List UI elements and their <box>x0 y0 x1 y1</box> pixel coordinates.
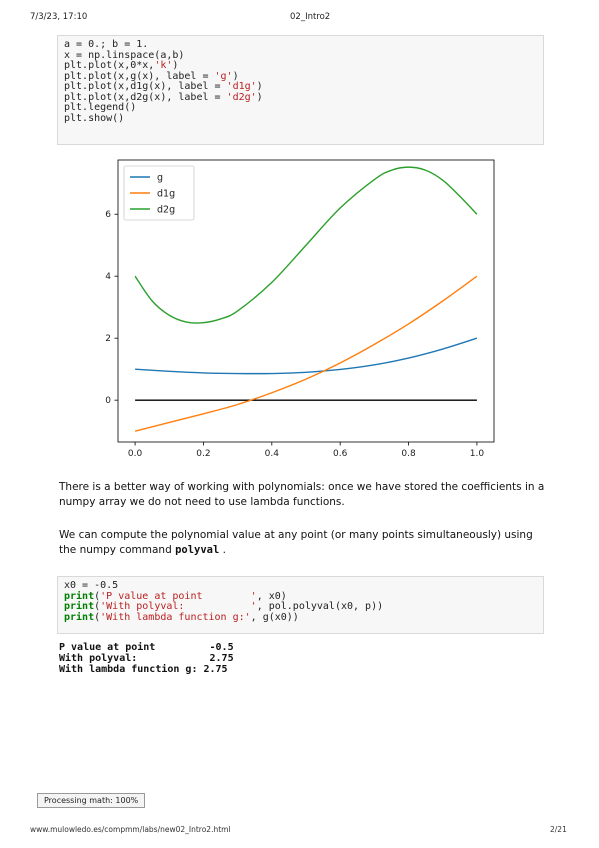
mathjax-status: Processing math: 100% <box>37 793 146 808</box>
code-token: ( <box>94 590 101 602</box>
plot-frame <box>117 159 495 443</box>
legend-box <box>123 165 195 221</box>
code-token: print <box>64 590 95 602</box>
code-cell-plot[interactable]: a = 0.; b = 1. x = np.linspace(a,b) plt.pl… <box>57 35 544 145</box>
code-token: 'd2g' <box>226 91 257 103</box>
output-line: With polyval: 2.75 <box>59 653 234 664</box>
code-token: plt.legend() <box>64 102 137 113</box>
code-token: 'g' <box>214 70 233 82</box>
output-line: With lambda function g: 2.75 <box>59 664 228 675</box>
print-title: 02_Intro2 <box>290 12 331 22</box>
cell1-line: plt.show() <box>64 112 537 125</box>
polyval-code: polyval <box>175 544 220 556</box>
cell1-line: plt.plot(x,d2g(x), label = 'd2g') <box>64 91 537 104</box>
paragraph-polyval: We can compute the polynomial value at a… <box>59 528 549 558</box>
y-tick-label: 0 <box>105 396 111 406</box>
cell1-line: x = np.linspace(a,b) <box>64 49 537 62</box>
x-tick-label: 0.0 <box>128 449 143 459</box>
x-tick-label: 0.2 <box>196 449 210 459</box>
code-token: print <box>64 611 95 623</box>
cell1-line: plt.legend() <box>64 102 537 114</box>
code-token: , pol.polyval(x0, p)) <box>256 601 384 612</box>
code-token: ( <box>94 611 101 623</box>
cell2-line: x0 = -0.5 <box>64 580 537 592</box>
legend-label-d2g: d2g <box>157 205 175 216</box>
x-tick-label: 0.4 <box>265 449 280 459</box>
code-token: ) <box>232 70 239 82</box>
cell1-line: a = 0.; b = 1. <box>64 39 537 51</box>
code-token: 'With polyval: ' <box>100 601 257 612</box>
series-line-g <box>135 337 478 375</box>
cell-output: P value at point -0.5 With polyval: 2.75 W… <box>59 642 234 675</box>
code-token: ) <box>256 81 263 92</box>
line-chart: 0.0 0.2 0.4 0.6 0.8 1.0 0 2 4 6 g d1g d2g <box>105 159 495 459</box>
footer-page-number: 2/21 <box>550 825 567 834</box>
code-token: 'd1g' <box>226 81 257 92</box>
cell2-line: print('P value at point ', x0) <box>64 590 537 603</box>
legend-label-d1g: d1g <box>157 189 175 200</box>
code-token: ) <box>172 60 179 71</box>
code-token: plt.plot(x,d2g(x), label = <box>64 91 227 103</box>
code-token: x = np.linspace(a,b) <box>64 49 185 61</box>
code-token: plt.plot(x,d1g(x), label = <box>64 81 227 92</box>
code-cell-polyval[interactable]: x0 = -0.5 print('P value at point ', x0) p… <box>57 576 544 634</box>
y-tick-label: 4 <box>105 272 111 282</box>
series-line-d2g <box>134 166 478 324</box>
footer-url[interactable]: www.mulowledo.es/compmm/labs/new02_Intro… <box>30 825 231 834</box>
cell1-line: plt.plot(x,0*x,'k') <box>64 60 537 72</box>
code-token: x0 = -0.5 <box>64 580 119 591</box>
series-line-d1g <box>134 275 478 432</box>
code-token: print <box>64 601 95 612</box>
code-token: plt.plot(x,0*x, <box>64 60 155 71</box>
paragraph-polyval-end: . <box>219 544 227 556</box>
code-token: plt.show() <box>64 112 125 124</box>
print-timestamp: 7/3/23, 17:10 <box>30 12 88 22</box>
cell2-line: print('With polyval: ', pol.polyval(x0, … <box>64 601 537 613</box>
code-token: , x0) <box>256 590 287 602</box>
code-token: ) <box>256 91 263 103</box>
y-tick-label: 2 <box>105 334 111 344</box>
legend-label-g: g <box>157 173 163 184</box>
code-token: ( <box>94 601 101 612</box>
y-tick-label: 6 <box>105 210 111 220</box>
cell2-line: print('With lambda function g:', g(x0)) <box>64 611 537 624</box>
x-tick-label: 0.6 <box>333 449 348 459</box>
x-tick-label: 0.8 <box>401 449 416 459</box>
x-tick-label: 1.0 <box>470 449 485 459</box>
code-token: 'k' <box>154 60 173 71</box>
cell1-line: plt.plot(x,d1g(x), label = 'd1g') <box>64 81 537 93</box>
paragraph-polynomials: There is a better way of working with po… <box>59 481 545 508</box>
code-token: plt.plot(x,g(x), label = <box>64 70 215 82</box>
code-token: 'P value at point ' <box>100 590 257 602</box>
cell1-line: plt.plot(x,g(x), label = 'g') <box>64 70 537 83</box>
code-token: , g(x0)) <box>250 611 299 623</box>
paragraph-polyval-text: We can compute the polynomial value at a… <box>59 529 533 556</box>
code-token: a = 0.; b = 1. <box>64 39 149 50</box>
code-token: 'With lambda function g:' <box>100 611 251 623</box>
output-line: P value at point -0.5 <box>59 642 234 653</box>
